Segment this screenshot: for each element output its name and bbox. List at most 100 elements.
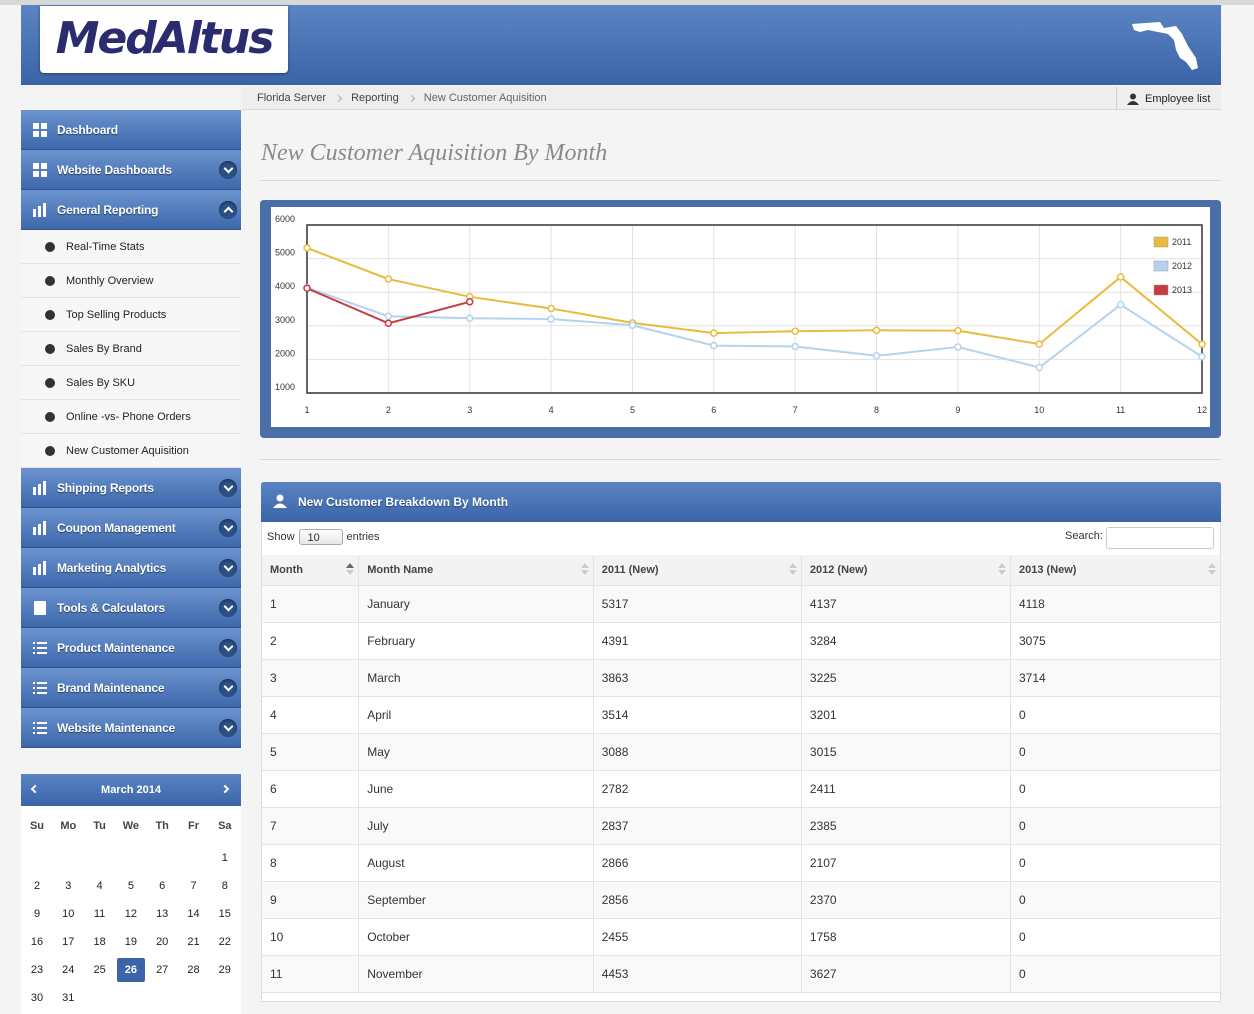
- calendar-day[interactable]: 6: [159, 880, 166, 892]
- calendar-day[interactable]: 24: [62, 964, 75, 976]
- submenu-item[interactable]: Online -vs- Phone Orders: [21, 400, 241, 434]
- submenu-item[interactable]: Real-Time Stats: [21, 230, 241, 264]
- calendar-day[interactable]: 10: [62, 908, 75, 920]
- page-length-select[interactable]: 10: [298, 529, 343, 545]
- submenu-item[interactable]: Sales By SKU: [21, 366, 241, 400]
- calendar-day[interactable]: 28: [187, 964, 200, 976]
- column-header[interactable]: 2011 (New): [593, 555, 802, 586]
- calendar-day[interactable]: 23: [30, 964, 44, 976]
- menu-item[interactable]: Marketing Analytics: [21, 548, 241, 588]
- calendar-day[interactable]: 13: [156, 908, 169, 920]
- data-point: [384, 275, 393, 283]
- breadcrumb-link[interactable]: Reporting: [351, 92, 399, 104]
- menu-toggle[interactable]: [219, 479, 237, 497]
- column-header[interactable]: 2012 (New): [801, 555, 1012, 586]
- calendar-day[interactable]: 26: [116, 958, 145, 982]
- calendar-day[interactable]: 20: [156, 936, 169, 948]
- calendar-day[interactable]: 8: [221, 880, 228, 892]
- x-tick-label: 11: [1116, 405, 1125, 415]
- calendar-day[interactable]: 18: [93, 936, 106, 948]
- column-header[interactable]: Month: [262, 555, 360, 586]
- calendar-day[interactable]: 9: [33, 908, 41, 920]
- calendar-day[interactable]: 29: [218, 964, 231, 976]
- submenu-item[interactable]: Top Selling Products: [21, 298, 241, 332]
- menu-icon: [45, 344, 55, 354]
- breadcrumb-link[interactable]: New Customer Aquisition: [423, 92, 547, 104]
- table-cell: October: [358, 918, 594, 956]
- menu-item[interactable]: Tools & Calculators: [21, 588, 241, 628]
- table-cell: 4453: [593, 955, 802, 993]
- column-header[interactable]: Month Name: [358, 555, 594, 586]
- menu-toggle[interactable]: [219, 559, 237, 577]
- submenu-label: Real-Time Stats: [66, 240, 145, 253]
- menu-item[interactable]: Product Maintenance: [21, 628, 241, 668]
- calendar-day[interactable]: 14: [187, 908, 200, 920]
- calendar-day[interactable]: 16: [30, 936, 44, 948]
- menu-item[interactable]: Coupon Management: [21, 508, 241, 548]
- column-header-label: Month Name: [367, 564, 434, 576]
- menu-label: Website Maintenance: [57, 720, 176, 735]
- calendar-day[interactable]: 1: [221, 852, 228, 864]
- plot-border: [306, 224, 1203, 394]
- calendar-day[interactable]: 3: [65, 880, 72, 892]
- menu-label: Website Dashboards: [57, 162, 172, 177]
- table-cell: 2455: [593, 918, 802, 956]
- calendar-day[interactable]: 27: [156, 964, 169, 976]
- x-tick-label: 3: [467, 405, 472, 415]
- menu-icon: [45, 310, 55, 320]
- submenu-item[interactable]: Sales By Brand: [21, 332, 241, 366]
- menu-toggle[interactable]: [219, 679, 237, 697]
- calendar-day[interactable]: 25: [93, 964, 106, 976]
- menu-item[interactable]: General Reporting: [21, 190, 241, 230]
- menu-label: Dashboard: [57, 122, 118, 137]
- entries-label: entries: [346, 531, 380, 543]
- calendar-day[interactable]: 31: [62, 992, 75, 1004]
- calendar-day[interactable]: 5: [127, 880, 134, 892]
- menu-item[interactable]: Dashboard: [21, 110, 241, 150]
- menu-toggle[interactable]: [219, 719, 237, 737]
- search-label: Search:: [1065, 530, 1103, 542]
- calendar-day[interactable]: 17: [62, 936, 75, 948]
- calendar-day[interactable]: 22: [218, 936, 231, 948]
- menu-item[interactable]: Website Maintenance: [21, 708, 241, 748]
- calendar-day[interactable]: 7: [190, 880, 197, 892]
- menu-toggle[interactable]: [219, 599, 237, 617]
- calendar-day[interactable]: 15: [218, 908, 231, 920]
- calendar-day[interactable]: 4: [96, 880, 103, 892]
- submenu-item[interactable]: New Customer Aquisition: [21, 434, 241, 468]
- calendar-day[interactable]: 2: [33, 880, 41, 892]
- table-cell: 2866: [593, 844, 802, 882]
- logo[interactable]: MedAltus: [40, 6, 288, 73]
- search-input[interactable]: [1106, 527, 1214, 549]
- calendar-day[interactable]: 30: [30, 992, 44, 1004]
- data-point: [791, 342, 799, 351]
- employee-list-button[interactable]: Employee list: [1116, 87, 1221, 110]
- calendar-day[interactable]: 19: [124, 936, 138, 948]
- menu-item[interactable]: Shipping Reports: [21, 468, 241, 508]
- calendar-day[interactable]: 11: [93, 908, 106, 920]
- menu-toggle[interactable]: [219, 201, 237, 219]
- column-header[interactable]: 2013 (New): [1010, 555, 1221, 586]
- calendar-day[interactable]: 12: [124, 908, 138, 920]
- menu-label: Marketing Analytics: [57, 560, 167, 575]
- table-cell: March: [358, 659, 594, 697]
- menu-item[interactable]: Brand Maintenance: [21, 668, 241, 708]
- series-line: [306, 286, 1203, 369]
- breadcrumb-link[interactable]: Florida Server: [257, 92, 327, 104]
- table-cell: 2107: [801, 844, 1012, 882]
- menu-icon: [33, 561, 46, 575]
- menu-toggle[interactable]: [219, 639, 237, 657]
- x-tick-label: 4: [549, 405, 554, 415]
- table-cell: August: [358, 844, 594, 882]
- table-cell: 1: [262, 585, 360, 623]
- table-cell: 2411: [801, 770, 1012, 808]
- menu-toggle[interactable]: [219, 519, 237, 537]
- breadcrumb: Florida Server Reporting New Customer Aqui…: [242, 87, 1221, 110]
- table-row: 7 July 2837 2385 0: [262, 807, 1221, 845]
- menu-item[interactable]: Website Dashboards: [21, 150, 241, 190]
- submenu-item[interactable]: Monthly Overview: [21, 264, 241, 298]
- table-cell: 4391: [593, 622, 802, 660]
- menu-toggle[interactable]: [219, 161, 237, 179]
- table-cell: 3863: [593, 659, 802, 697]
- calendar-day[interactable]: 21: [187, 936, 200, 948]
